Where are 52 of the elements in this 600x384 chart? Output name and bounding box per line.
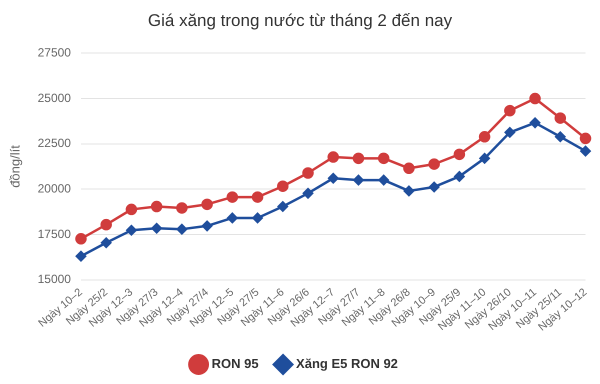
point [529,92,541,104]
point [504,104,516,116]
point [302,167,314,179]
point [126,225,137,236]
point [75,233,87,245]
point [555,132,566,142]
point [76,250,86,262]
y-tick-label: 27500 [38,46,72,60]
point [202,220,212,232]
point [226,191,238,203]
point [176,202,188,214]
point [100,238,112,248]
point [352,152,364,164]
point [126,204,138,216]
point [278,201,288,212]
point [328,173,338,184]
point [151,223,162,234]
point [252,212,263,224]
point [580,146,591,156]
y-tick-label: 15000 [38,272,72,286]
point [327,151,339,163]
point [227,212,238,224]
point [252,191,264,203]
y-axis-title: đồng/lít [7,144,22,188]
point [454,148,466,160]
point [176,224,188,234]
chart-title: Giá xăng trong nước từ tháng 2 đến nay [146,10,454,32]
point [580,132,592,144]
point [478,131,490,143]
point [403,162,415,174]
point [428,182,440,192]
point [201,198,213,210]
point [378,174,389,186]
point [404,186,414,196]
point [302,188,314,199]
point [353,174,364,186]
point [454,171,465,182]
point [530,118,540,128]
point [378,152,390,164]
point [150,200,162,212]
point [554,112,566,124]
y-tick-label: 17500 [38,226,72,241]
point [428,158,440,170]
legend-label: RON 95 [212,356,259,372]
y-tick-label: 22500 [38,136,72,150]
point [277,180,289,192]
point [479,153,490,164]
y-tick-label: 25000 [38,90,72,105]
point [100,218,112,230]
y-tick-label: 20000 [38,181,72,196]
legend-label: Xăng E5 RON 92 [296,356,398,372]
point [504,127,516,138]
